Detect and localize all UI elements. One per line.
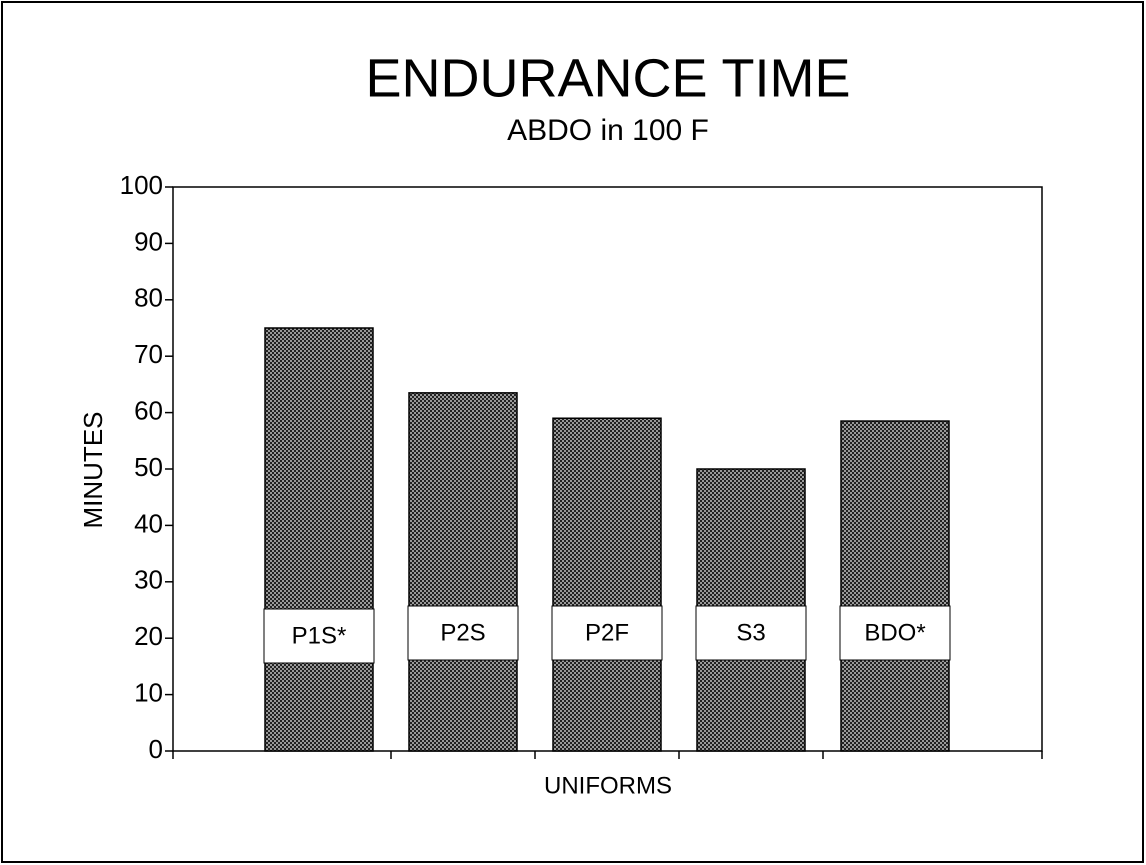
y-tick-label: 20 [134,621,163,651]
chart-title: ENDURANCE TIME [365,48,850,108]
y-tick-label: 100 [120,170,163,200]
category-label: S3 [736,619,765,646]
label-box [551,605,663,661]
chart-subtitle: ABDO in 100 F [507,114,709,147]
label-box [407,605,519,661]
y-tick-label: 30 [134,565,163,595]
category-label: P2S [440,619,485,646]
label-box [839,605,951,661]
y-axis-label: MINUTES [78,412,108,529]
label-box [263,608,375,664]
y-tick-label: 90 [134,226,163,256]
bar [264,327,374,752]
bar [840,420,950,752]
y-tick-label: 60 [134,395,163,425]
category-label: P1S* [292,622,347,649]
bar [552,417,662,752]
y-tick-label: 70 [134,339,163,369]
category-label: P2F [585,619,629,646]
y-tick-label: 10 [134,677,163,707]
y-tick-label: 0 [149,734,163,764]
y-tick-label: 40 [134,508,163,538]
category-label: BDO* [864,619,925,646]
y-tick-label: 80 [134,283,163,313]
y-tick-label: 50 [134,452,163,482]
bar [408,392,518,752]
label-box [695,605,807,661]
x-axis-label: UNIFORMS [544,772,672,799]
